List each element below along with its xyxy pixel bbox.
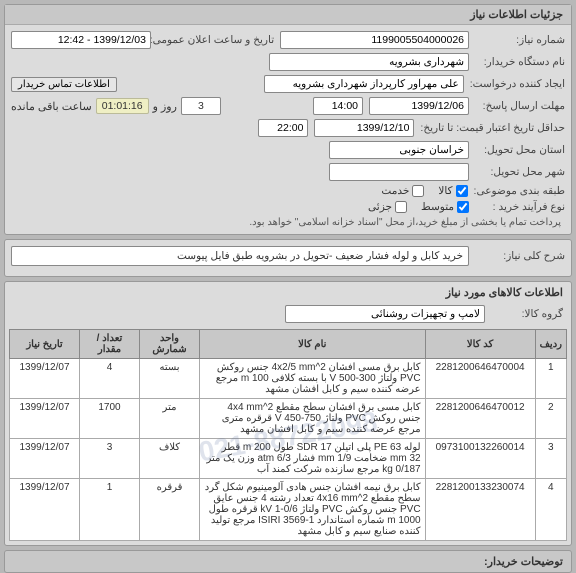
validity-label: حداقل تاریخ اعتبار قیمت: تا تاریخ: xyxy=(420,122,565,134)
cell-unit: قرقره xyxy=(140,479,200,541)
buyer-notes-title: توضیحات خریدار: xyxy=(4,550,572,573)
cell-name: کابل برق مسی افشان 4x2/5 mm^2 جنس روکش P… xyxy=(200,359,426,399)
table-row[interactable]: 30973100132260014لوله PE 63 پلی اتیلن SD… xyxy=(10,439,567,479)
cell-qty: 1 xyxy=(80,479,140,541)
city-label: شهر محل تحویل: xyxy=(475,166,565,178)
province-input[interactable] xyxy=(329,141,469,159)
need-no-label: شماره نیاز: xyxy=(475,34,565,46)
cell-unit: بسته xyxy=(140,359,200,399)
buyer-org-input[interactable] xyxy=(269,53,469,71)
deadline-date-input[interactable] xyxy=(369,97,469,115)
days-text: روز و xyxy=(153,100,177,113)
group-input[interactable] xyxy=(285,305,485,323)
cell-qty: 1700 xyxy=(80,399,140,439)
cell-code: 2281200133230074 xyxy=(425,479,535,541)
creator-input[interactable] xyxy=(264,75,464,93)
cell-code: 2281200646470004 xyxy=(425,359,535,399)
need-no-input[interactable] xyxy=(280,31,469,49)
desc-textarea[interactable]: خرید کابل و لوله فشار ضعیف -تحویل در بشر… xyxy=(11,246,469,266)
col-name: نام کالا xyxy=(200,330,426,359)
col-index: ردیف xyxy=(535,330,566,359)
process-label: نوع فرآیند خرید : xyxy=(475,201,565,213)
cell-date: 1399/12/07 xyxy=(10,359,80,399)
cell-date: 1399/12/07 xyxy=(10,479,80,541)
category-label: طبقه بندی موضوعی: xyxy=(474,185,565,197)
col-qty: تعداد / مقدار xyxy=(80,330,140,359)
payment-note: پرداخت تمام یا بخشی از مبلغ خرید،از محل … xyxy=(11,217,565,228)
table-row[interactable]: 12281200646470004کابل برق مسی افشان 4x2/… xyxy=(10,359,567,399)
buyer-contact-button[interactable]: اطلاعات تماس خریدار xyxy=(11,77,117,92)
province-label: استان محل تحویل: xyxy=(475,144,565,156)
goods-chk[interactable] xyxy=(456,185,468,197)
description-panel: شرح کلی نیاز: خرید کابل و لوله فشار ضعیف… xyxy=(4,239,572,277)
category-goods-checkbox[interactable]: کالا xyxy=(438,185,467,197)
remaining-text: ساعت باقی مانده xyxy=(11,100,92,113)
desc-label: شرح کلی نیاز: xyxy=(475,250,565,262)
announce-input[interactable] xyxy=(11,31,151,49)
cell-unit: متر xyxy=(140,399,200,439)
cell-code: 2281200646470012 xyxy=(425,399,535,439)
process-low-checkbox[interactable]: جزئی xyxy=(368,201,407,213)
cell-name: کابل برق نیمه افشان جنس هادی آلومینیوم ش… xyxy=(200,479,426,541)
col-code: کد کالا xyxy=(425,330,535,359)
cell-qty: 3 xyxy=(80,439,140,479)
cell-index: 1 xyxy=(535,359,566,399)
service-chk[interactable] xyxy=(412,185,424,197)
deadline-label: مهلت ارسال پاسخ: xyxy=(475,100,565,112)
validity-time-input[interactable] xyxy=(258,119,308,137)
deadline-time-input[interactable] xyxy=(313,97,363,115)
table-row[interactable]: 22281200646470012کابل مسی برق افشان سطح … xyxy=(10,399,567,439)
validity-date-input[interactable] xyxy=(314,119,414,137)
cell-date: 1399/12/07 xyxy=(10,439,80,479)
category-service-checkbox[interactable]: خدمت xyxy=(381,185,424,197)
items-panel: اطلاعات کالاهای مورد نیاز گروه کالا: 021… xyxy=(4,281,572,546)
table-row[interactable]: 42281200133230074کابل برق نیمه افشان جنس… xyxy=(10,479,567,541)
low-chk[interactable] xyxy=(395,201,407,213)
panel-title: جزئیات اطلاعات نیاز xyxy=(5,5,571,25)
cell-qty: 4 xyxy=(80,359,140,399)
table-header-row: ردیف کد کالا نام کالا واحد شمارش تعداد /… xyxy=(10,330,567,359)
cell-index: 4 xyxy=(535,479,566,541)
items-title: اطلاعات کالاهای مورد نیاز xyxy=(5,282,571,303)
cell-date: 1399/12/07 xyxy=(10,399,80,439)
buyer-org-label: نام دستگاه خریدار: xyxy=(475,56,565,68)
days-left-box: 3 xyxy=(181,97,221,115)
countdown-timer: 01:01:16 xyxy=(96,98,149,114)
creator-label: ایجاد کننده درخواست: xyxy=(470,78,565,90)
cell-code: 0973100132260014 xyxy=(425,439,535,479)
col-unit: واحد شمارش xyxy=(140,330,200,359)
cell-unit: کلاف xyxy=(140,439,200,479)
need-details-panel: جزئیات اطلاعات نیاز شماره نیاز: تاریخ و … xyxy=(4,4,572,235)
cell-index: 2 xyxy=(535,399,566,439)
items-table: ردیف کد کالا نام کالا واحد شمارش تعداد /… xyxy=(9,329,567,541)
mid-chk[interactable] xyxy=(457,201,469,213)
cell-name: کابل مسی برق افشان سطح مقطع 4x4 mm^2 جنس… xyxy=(200,399,426,439)
city-input[interactable] xyxy=(329,163,469,181)
cell-name: لوله PE 63 پلی اتیلن SDR 17 طول m 200 قط… xyxy=(200,439,426,479)
announce-label: تاریخ و ساعت اعلان عمومی: xyxy=(157,34,274,46)
process-mid-checkbox[interactable]: متوسط xyxy=(421,201,469,213)
cell-index: 3 xyxy=(535,439,566,479)
group-label: گروه کالا: xyxy=(493,308,563,320)
col-date: تاریخ نیاز xyxy=(10,330,80,359)
